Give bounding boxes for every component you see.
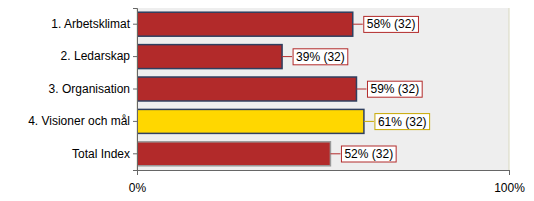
y-tick: Total Index — [72, 147, 137, 161]
x-tick: 0% — [129, 170, 147, 195]
y-tick-label: 2. Ledarskap — [61, 49, 131, 63]
data-label: 61% (32) — [378, 115, 427, 129]
label-box — [375, 114, 430, 130]
data-label: 39% (32) — [296, 50, 345, 64]
label-connector — [364, 121, 374, 122]
bars — [137, 12, 364, 166]
label-connector — [330, 153, 340, 154]
y-tick-label: 1. Arbetsklimat — [51, 17, 130, 31]
y-tick-label: 4. Visioner och mål — [28, 114, 130, 128]
x-tick-label: 100% — [494, 181, 525, 195]
y-axis: 1. Arbetsklimat 2. Ledarskap 3. Organisati… — [28, 9, 137, 171]
x-tick: 100% — [494, 170, 525, 195]
bar — [137, 12, 353, 36]
x-tick-mark — [509, 170, 510, 175]
data-label: 59% (32) — [370, 82, 419, 96]
label-box — [367, 81, 422, 97]
grid — [137, 8, 509, 170]
y-tick-label: Total Index — [72, 147, 130, 161]
label-box — [341, 146, 396, 162]
y-tick-mark — [133, 24, 137, 25]
x-tick-label: 0% — [129, 181, 147, 195]
y-tick: 3. Organisation — [49, 82, 137, 96]
y-tick-mark — [133, 89, 137, 90]
bar — [137, 142, 330, 166]
label-box — [293, 49, 348, 65]
data-label: 58% (32) — [367, 17, 416, 31]
plot-background — [137, 8, 509, 170]
y-tick-label: 3. Organisation — [49, 82, 130, 96]
label-connector — [282, 56, 292, 57]
bar — [137, 45, 282, 69]
x-axis-line — [138, 171, 510, 176]
x-axis: 0% 100% — [129, 170, 525, 195]
y-tick: 1. Arbetsklimat — [51, 17, 137, 31]
y-tick-mark — [133, 153, 137, 154]
label-connector — [353, 24, 363, 25]
bar — [137, 77, 356, 101]
y-tick: 2. Ledarskap — [61, 49, 137, 63]
data-labels: 58% (32) 39% (32) 59% (32) 61% (32) 52% (32) — [282, 16, 430, 162]
label-connector — [356, 89, 366, 90]
chart: 0% 100% 1. Arbetsklimat 2. Ledarskap 3. Orga… — [0, 0, 534, 201]
plot: 0% 100% 1. Arbetsklimat 2. Ledarskap 3. Orga… — [28, 8, 525, 195]
y-tick-mark — [133, 121, 137, 122]
y-tick-mark — [133, 56, 137, 57]
bar — [137, 109, 364, 133]
y-tick: 4. Visioner och mål — [28, 114, 137, 128]
data-label: 52% (32) — [344, 147, 393, 161]
label-box — [364, 16, 419, 32]
y-axis-line — [133, 9, 138, 171]
grid-line — [509, 8, 510, 170]
